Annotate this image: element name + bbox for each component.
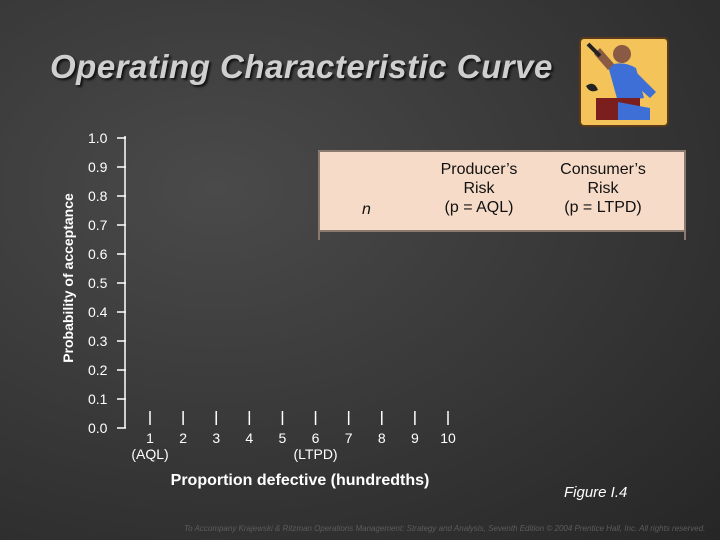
x-tick-label: 1	[146, 430, 154, 446]
sampling-plan-table-body	[318, 232, 686, 240]
x-tick-label: 10	[440, 430, 456, 446]
table-header-n: n	[362, 201, 371, 218]
y-tick-label: 0.1	[88, 391, 108, 407]
x-tick-label: 3	[212, 430, 220, 446]
x-tick-sublabel: (AQL)	[131, 446, 168, 462]
x-tick-label: 5	[279, 430, 287, 446]
y-tick-label: 0.9	[88, 159, 108, 175]
y-tick-label: 0.5	[88, 275, 108, 291]
y-tick-label: 0.2	[88, 362, 108, 378]
x-tick-label: 4	[245, 430, 253, 446]
y-tick-label: 0.8	[88, 188, 108, 204]
footer-credit: To Accompany Krajewski & Ritzman Operati…	[184, 524, 706, 533]
y-tick-label: 0.6	[88, 246, 108, 262]
worker-with-wrench-icon	[579, 37, 669, 127]
consumers-risk-line-1: Consumer’s	[560, 161, 646, 178]
y-axis-label: Probability of acceptance	[60, 193, 76, 363]
x-tick-label: 2	[179, 430, 187, 446]
consumers-risk-line-3: (p = LTPD)	[564, 199, 642, 216]
y-tick-label: 0.4	[88, 304, 108, 320]
y-tick-label: 0.3	[88, 333, 108, 349]
table-header-producers-risk: Producer’s Risk (p = AQL)	[420, 160, 538, 217]
consumers-risk-line-2: Risk	[587, 180, 619, 197]
x-axis-label: Proportion defective (hundredths)	[171, 472, 430, 489]
figure-label: Figure I.4	[564, 484, 628, 501]
table-header-consumers-risk: Consumer’s Risk (p = LTPD)	[544, 160, 662, 217]
producers-risk-line-1: Producer’s	[440, 161, 518, 178]
y-tick-label: 0.7	[88, 217, 108, 233]
y-tick-label: 1.0	[88, 130, 108, 146]
x-tick-label: 6	[312, 430, 320, 446]
y-tick-label: 0.0	[88, 420, 108, 436]
x-tick-sublabel: (LTPD)	[294, 446, 338, 462]
x-tick-label: 8	[378, 430, 386, 446]
x-tick-label: 7	[345, 430, 353, 446]
sampling-plan-table: n Producer’s Risk (p = AQL) Consumer’s R…	[318, 150, 686, 232]
producers-risk-line-2: Risk	[463, 180, 495, 197]
x-tick-label: 9	[411, 430, 419, 446]
slide-title: Operating Characteristic Curve	[50, 48, 553, 85]
producers-risk-line-3: (p = AQL)	[444, 199, 514, 216]
